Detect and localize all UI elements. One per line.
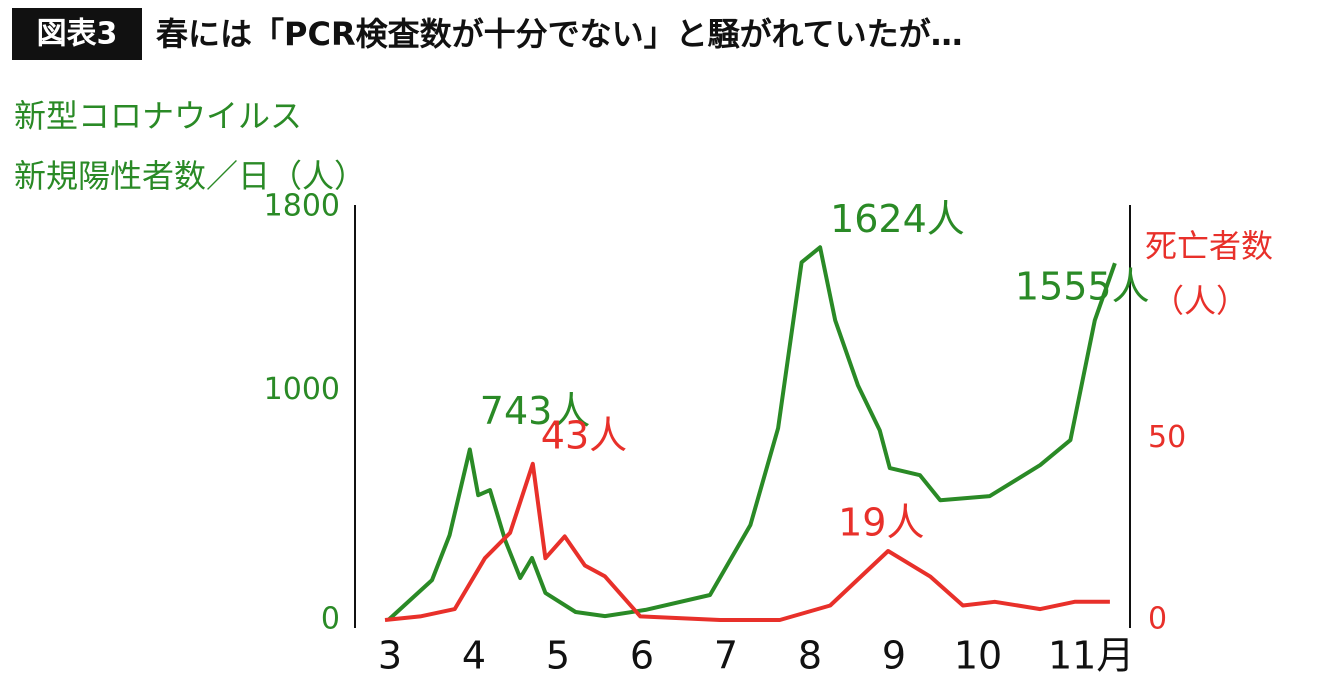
y2-axis-title: 死亡者数 <box>1145 227 1273 265</box>
y-tick-label: 0 <box>321 602 340 637</box>
x-tick-label: 4 <box>462 634 486 678</box>
x-tick-label: 3 <box>378 634 402 678</box>
y-axis-title: 新規陽性者数／日（人） <box>14 157 366 195</box>
badge-box <box>12 8 142 60</box>
x-tick-label: 6 <box>630 634 654 678</box>
x-tick-label: 10 <box>954 634 1002 678</box>
x-tick-label: 5 <box>546 634 570 678</box>
x-tick-label: 11月 <box>1048 634 1134 678</box>
x-tick-label: 7 <box>714 634 738 678</box>
x-tick-label: 9 <box>882 634 906 678</box>
series-line <box>386 245 1117 622</box>
badge: 図表3 <box>37 17 118 52</box>
y-tick-label: 1800 <box>264 188 340 223</box>
data-label: 743人 <box>480 389 591 433</box>
y-tick-label: 1000 <box>264 372 340 407</box>
y2-axis-title: （人） <box>1152 282 1248 320</box>
x-tick-label: 8 <box>798 634 822 678</box>
data-label: 1624人 <box>830 197 965 241</box>
chart-title: 春には「PCR検査数が十分でない」と騒がれていたが… <box>156 15 963 53</box>
series-line <box>384 461 1110 622</box>
y-axis-title: 新型コロナウイルス <box>14 97 302 135</box>
data-label: 19人 <box>838 500 924 544</box>
y2-tick-label: 50 <box>1148 420 1186 455</box>
data-label: 43人 <box>541 413 627 457</box>
data-label: 1555人 <box>1015 265 1150 309</box>
y2-tick-label: 0 <box>1148 602 1167 637</box>
